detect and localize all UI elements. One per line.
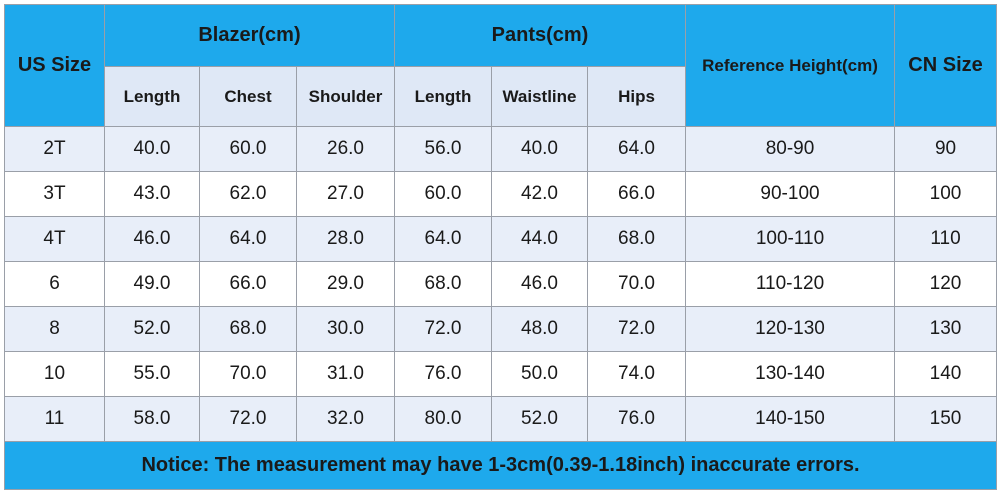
table-cell: 66.0 — [199, 261, 297, 307]
table-cell: 58.0 — [104, 396, 200, 442]
table-cell: 72.0 — [199, 396, 297, 442]
subheader-cell: Chest — [199, 66, 297, 127]
table-cell: 120 — [894, 261, 998, 307]
table-cell: 49.0 — [104, 261, 200, 307]
table-cell: 120-130 — [685, 306, 896, 352]
table-cell: 76.0 — [586, 396, 687, 442]
table-cell: 90 — [894, 126, 998, 172]
subheader-cell: Length — [104, 66, 200, 127]
table-cell: 140 — [894, 351, 998, 397]
table-cell: 68.0 — [394, 261, 492, 307]
notice: Notice: The measurement may have 1-3cm(0… — [3, 441, 998, 490]
table-cell: 80-90 — [685, 126, 896, 172]
table-cell: 50.0 — [491, 351, 588, 397]
table-cell: 32.0 — [296, 396, 395, 442]
table-cell: 55.0 — [104, 351, 200, 397]
table-cell: 150 — [894, 396, 998, 442]
table-row: 3T 43.0 62.0 27.0 60.0 42.0 66.0 90-100 100 — [4, 171, 998, 217]
table-cell: 46.0 — [491, 261, 588, 307]
table-cell: 68.0 — [199, 306, 297, 352]
table-cell: 48.0 — [491, 306, 588, 352]
table-cell: 62.0 — [199, 171, 297, 217]
table-cell: 68.0 — [586, 216, 687, 262]
subheader-cell: Length — [394, 66, 492, 127]
table-cell: 8 — [4, 306, 105, 352]
table-cell: 29.0 — [296, 261, 395, 307]
cn-size-header: CN Size — [894, 4, 998, 127]
table-cell: 140-150 — [685, 396, 896, 442]
blazer-header: Blazer(cm) — [104, 4, 395, 67]
table-cell: 28.0 — [296, 216, 395, 262]
table-cell: 100 — [894, 171, 998, 217]
subheader-cell: Shoulder — [296, 66, 395, 127]
table-cell: 80.0 — [394, 396, 492, 442]
table-cell: 42.0 — [491, 171, 588, 217]
us-size-header: US Size — [4, 4, 105, 127]
table-cell: 70.0 — [586, 261, 687, 307]
reference-height-header: Reference Height(cm) — [685, 4, 896, 127]
table-cell: 90-100 — [685, 171, 896, 217]
table-cell: 66.0 — [586, 171, 687, 217]
table-cell: 130 — [894, 306, 998, 352]
table-cell: 110 — [894, 216, 998, 262]
table-cell: 64.0 — [586, 126, 687, 172]
table-row: 2T 40.0 60.0 26.0 56.0 40.0 64.0 80-90 90 — [4, 126, 998, 172]
table-cell: 2T — [4, 126, 105, 172]
table-cell: 4T — [4, 216, 105, 262]
table-cell: 76.0 — [394, 351, 492, 397]
table-cell: 27.0 — [296, 171, 395, 217]
table-cell: 72.0 — [394, 306, 492, 352]
subheader-cell: Hips — [586, 66, 687, 127]
table-cell: 6 — [4, 261, 105, 307]
table-cell: 26.0 — [296, 126, 395, 172]
table-cell: 72.0 — [586, 306, 687, 352]
table-row: 10 55.0 70.0 31.0 76.0 50.0 74.0 130-140 140 — [4, 351, 998, 397]
table-cell: 64.0 — [394, 216, 492, 262]
table-cell: 60.0 — [394, 171, 492, 217]
table-row: 6 49.0 66.0 29.0 68.0 46.0 70.0 110-120 120 — [4, 261, 998, 307]
table-cell: 10 — [4, 351, 105, 397]
table-cell: 130-140 — [685, 351, 896, 397]
notice-row: Notice: The measurement may have 1-3cm(0… — [3, 441, 998, 490]
table-cell: 70.0 — [199, 351, 297, 397]
table-cell: 100-110 — [685, 216, 896, 262]
table-cell: 11 — [4, 396, 105, 442]
table-cell: 44.0 — [491, 216, 588, 262]
pants-header: Pants(cm) — [393, 4, 687, 67]
table-row: 8 52.0 68.0 30.0 72.0 48.0 72.0 120-130 130 — [4, 306, 998, 352]
table-cell: 52.0 — [491, 396, 588, 442]
table-cell: 43.0 — [104, 171, 200, 217]
table-cell: 40.0 — [104, 126, 200, 172]
size-table: US Size Blazer(cm) Pants(cm) Reference H… — [3, 4, 998, 490]
table-row: 11 58.0 72.0 32.0 80.0 52.0 76.0 140-150 150 — [4, 396, 998, 442]
table-cell: 40.0 — [491, 126, 588, 172]
table-cell: 31.0 — [296, 351, 395, 397]
table-cell: 3T — [4, 171, 105, 217]
table-cell: 60.0 — [199, 126, 297, 172]
table-cell: 74.0 — [586, 351, 687, 397]
table-row: 4T 46.0 64.0 28.0 64.0 44.0 68.0 100-110 110 — [4, 216, 998, 262]
table-cell: 64.0 — [199, 216, 297, 262]
table-cell: 46.0 — [104, 216, 200, 262]
table-cell: 30.0 — [296, 306, 395, 352]
table-cell: 56.0 — [394, 126, 492, 172]
table-cell: 110-120 — [685, 261, 896, 307]
subheader-cell: Waistline — [491, 66, 588, 127]
table-cell: 52.0 — [104, 306, 200, 352]
